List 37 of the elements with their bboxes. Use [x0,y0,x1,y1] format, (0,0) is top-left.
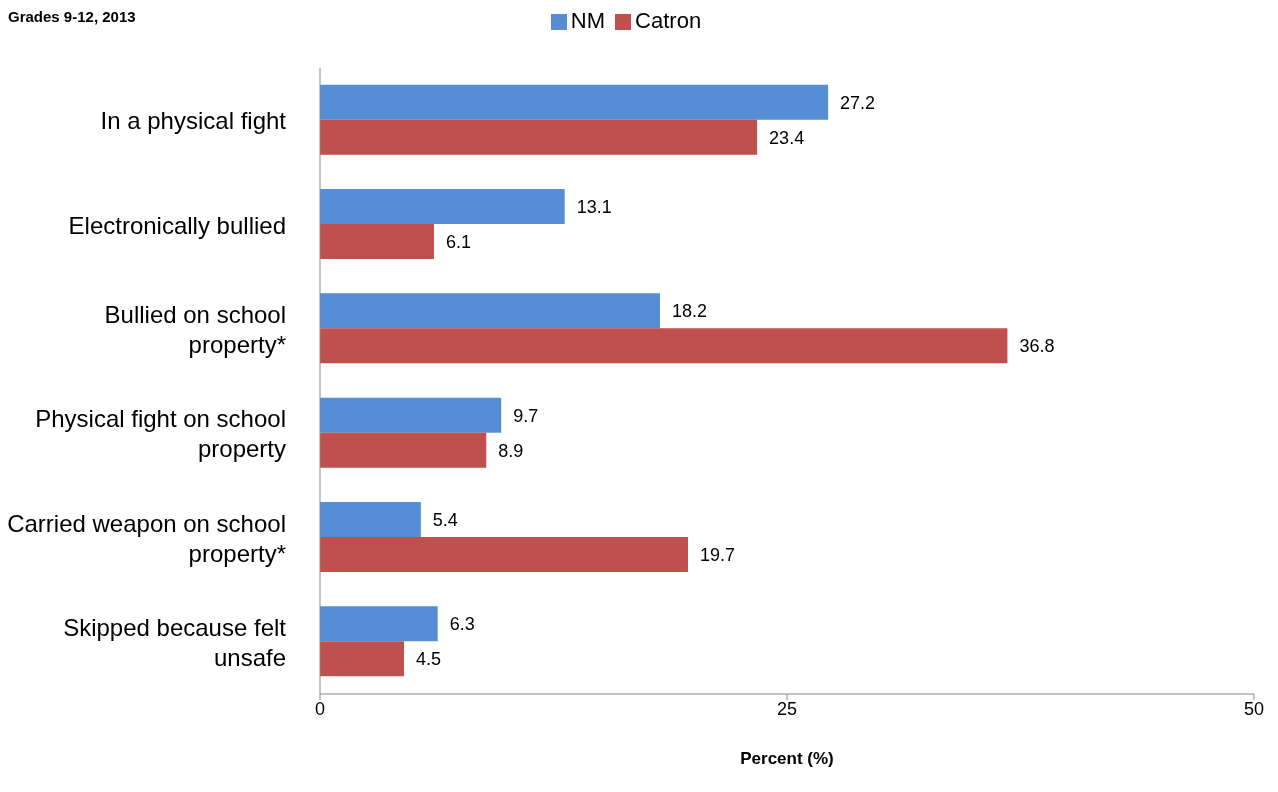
data-label: 18.2 [671,301,708,322]
bar [320,328,1008,364]
data-label: 36.8 [1019,336,1055,357]
data-label: 23.4 [769,127,805,148]
bar [320,189,565,225]
x-tick-label: 50 [1243,698,1265,719]
data-label: 27.2 [840,92,876,113]
bar [320,119,758,155]
data-label: 6.3 [449,614,475,635]
y-tick-label: Bullied on school property* [104,300,286,358]
bar [320,606,438,642]
bar [320,432,487,468]
data-label: 13.1 [576,196,612,217]
x-tick-label: 0 [314,698,326,719]
y-tick-label: Physical fight on school property [35,404,286,462]
data-label: 8.9 [498,440,524,461]
data-label: 5.4 [432,509,458,530]
bar [320,502,421,538]
y-tick-label: In a physical fight [100,106,287,134]
x-tick-label: 25 [776,698,798,719]
bar [320,537,688,573]
y-tick-label: Skipped because felt unsafe [63,613,287,671]
x-axis-title: Percent (%) [740,749,834,768]
bar [320,641,405,677]
data-label: 6.1 [445,231,471,252]
y-tick-label: Carried weapon on school property* [7,509,286,566]
bar [320,293,660,329]
data-label: 19.7 [700,544,736,565]
bar [320,84,829,120]
text: Grades 9-12, 2013 [8,8,136,25]
bar [320,224,434,260]
legend-label: Catron [635,8,702,33]
bar [320,397,502,433]
legend-label: NM [570,8,606,33]
data-label: 9.7 [513,405,539,426]
data-label: 4.5 [416,649,442,670]
y-tick-label: Electronically bullied [68,211,286,238]
